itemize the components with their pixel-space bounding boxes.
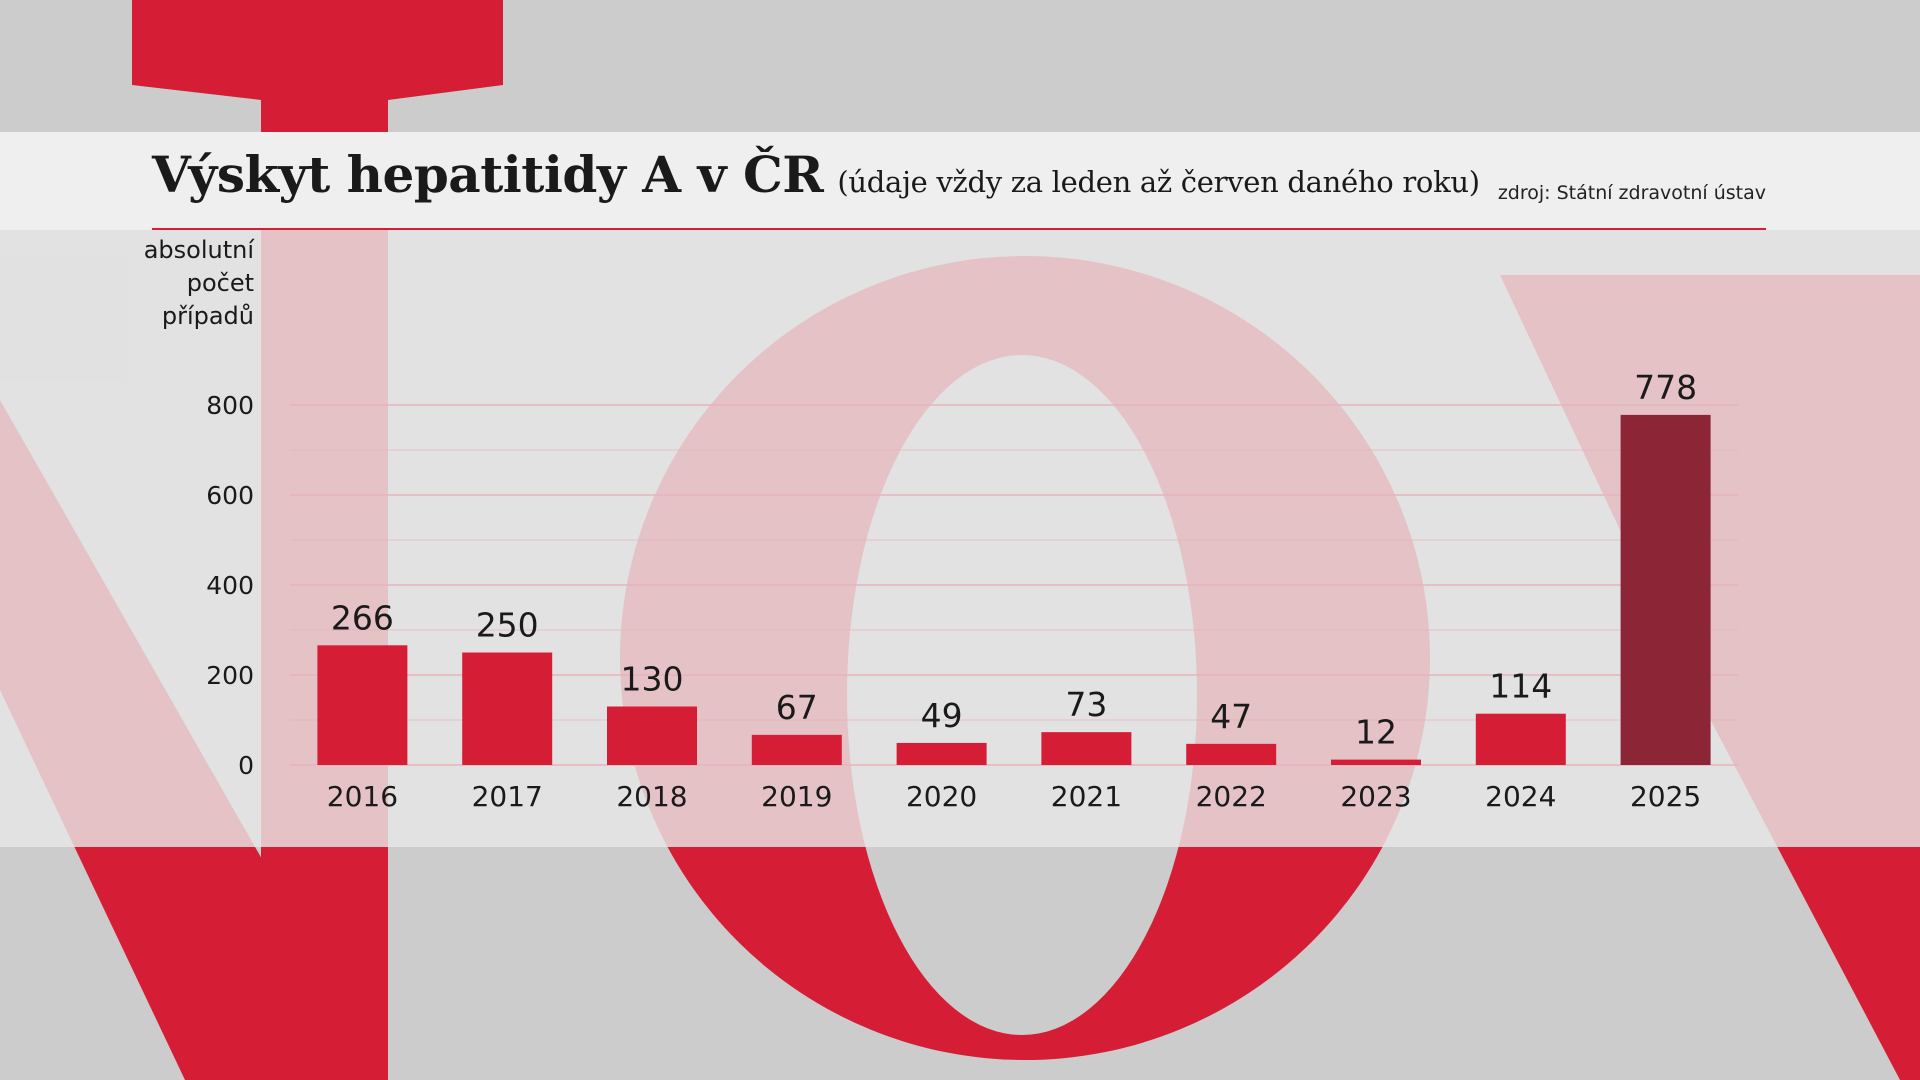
value-label-2021: 73	[1065, 685, 1107, 724]
bar-2024	[1475, 713, 1566, 765]
x-tick-label-2025: 2025	[1630, 780, 1701, 813]
y-tick-label: 200	[206, 661, 254, 690]
y-tick-label: 800	[206, 391, 254, 420]
x-tick-label-2021: 2021	[1051, 780, 1122, 813]
bar-2018	[607, 706, 697, 765]
value-label-2016: 266	[331, 598, 394, 637]
bar-2022	[1186, 743, 1277, 765]
bars	[317, 414, 1711, 765]
bar-2020	[896, 742, 987, 765]
title-row: Výskyt hepatitidy A v ČR (údaje vždy za …	[152, 145, 1772, 215]
bar-2017	[462, 652, 553, 765]
x-axis-labels: 2016 2017 2018 2019 2020 2021 2022 2023 2024 2025	[327, 780, 1701, 813]
value-label-2023: 12	[1355, 713, 1397, 752]
value-label-2017: 250	[476, 606, 539, 645]
y-tick-label: 600	[206, 481, 254, 510]
y-axis-label: absolutní počet případů	[143, 236, 254, 330]
x-tick-label-2019: 2019	[761, 780, 832, 813]
chart-title: Výskyt hepatitidy A v ČR	[152, 145, 824, 204]
x-tick-label-2022: 2022	[1196, 780, 1267, 813]
x-tick-label-2017: 2017	[472, 780, 543, 813]
value-label-2025: 778	[1634, 368, 1697, 407]
bar-2021	[1041, 732, 1132, 765]
title-strip	[0, 132, 1920, 230]
bar-2019	[751, 734, 842, 765]
bar-2025	[1620, 414, 1711, 765]
x-tick-label-2024: 2024	[1485, 780, 1556, 813]
x-tick-label-2020: 2020	[906, 780, 977, 813]
y-axis-ticks: 0 200 400 600 800	[206, 391, 254, 780]
value-labels: 266 250 130 67 49 73 47 12 114 778	[331, 368, 1697, 752]
value-label-2024: 114	[1489, 667, 1552, 706]
value-label-2019: 67	[776, 688, 818, 727]
bar-2023	[1331, 759, 1421, 765]
background-letter-t-top	[132, 0, 503, 132]
value-label-2018: 130	[621, 660, 684, 699]
chart-subtitle: (údaje vždy za leden až červen daného ro…	[837, 165, 1480, 199]
source-note: zdroj: Státní zdravotní ústav	[1497, 182, 1766, 204]
title-divider	[152, 228, 1766, 230]
x-tick-label-2016: 2016	[327, 780, 398, 813]
y-tick-label: 400	[206, 571, 254, 600]
value-label-2022: 47	[1210, 697, 1252, 736]
y-tick-label: 0	[238, 751, 254, 780]
x-tick-label-2018: 2018	[616, 780, 687, 813]
value-label-2020: 49	[921, 696, 963, 735]
bar-2016	[317, 645, 408, 765]
x-tick-label-2023: 2023	[1340, 780, 1411, 813]
